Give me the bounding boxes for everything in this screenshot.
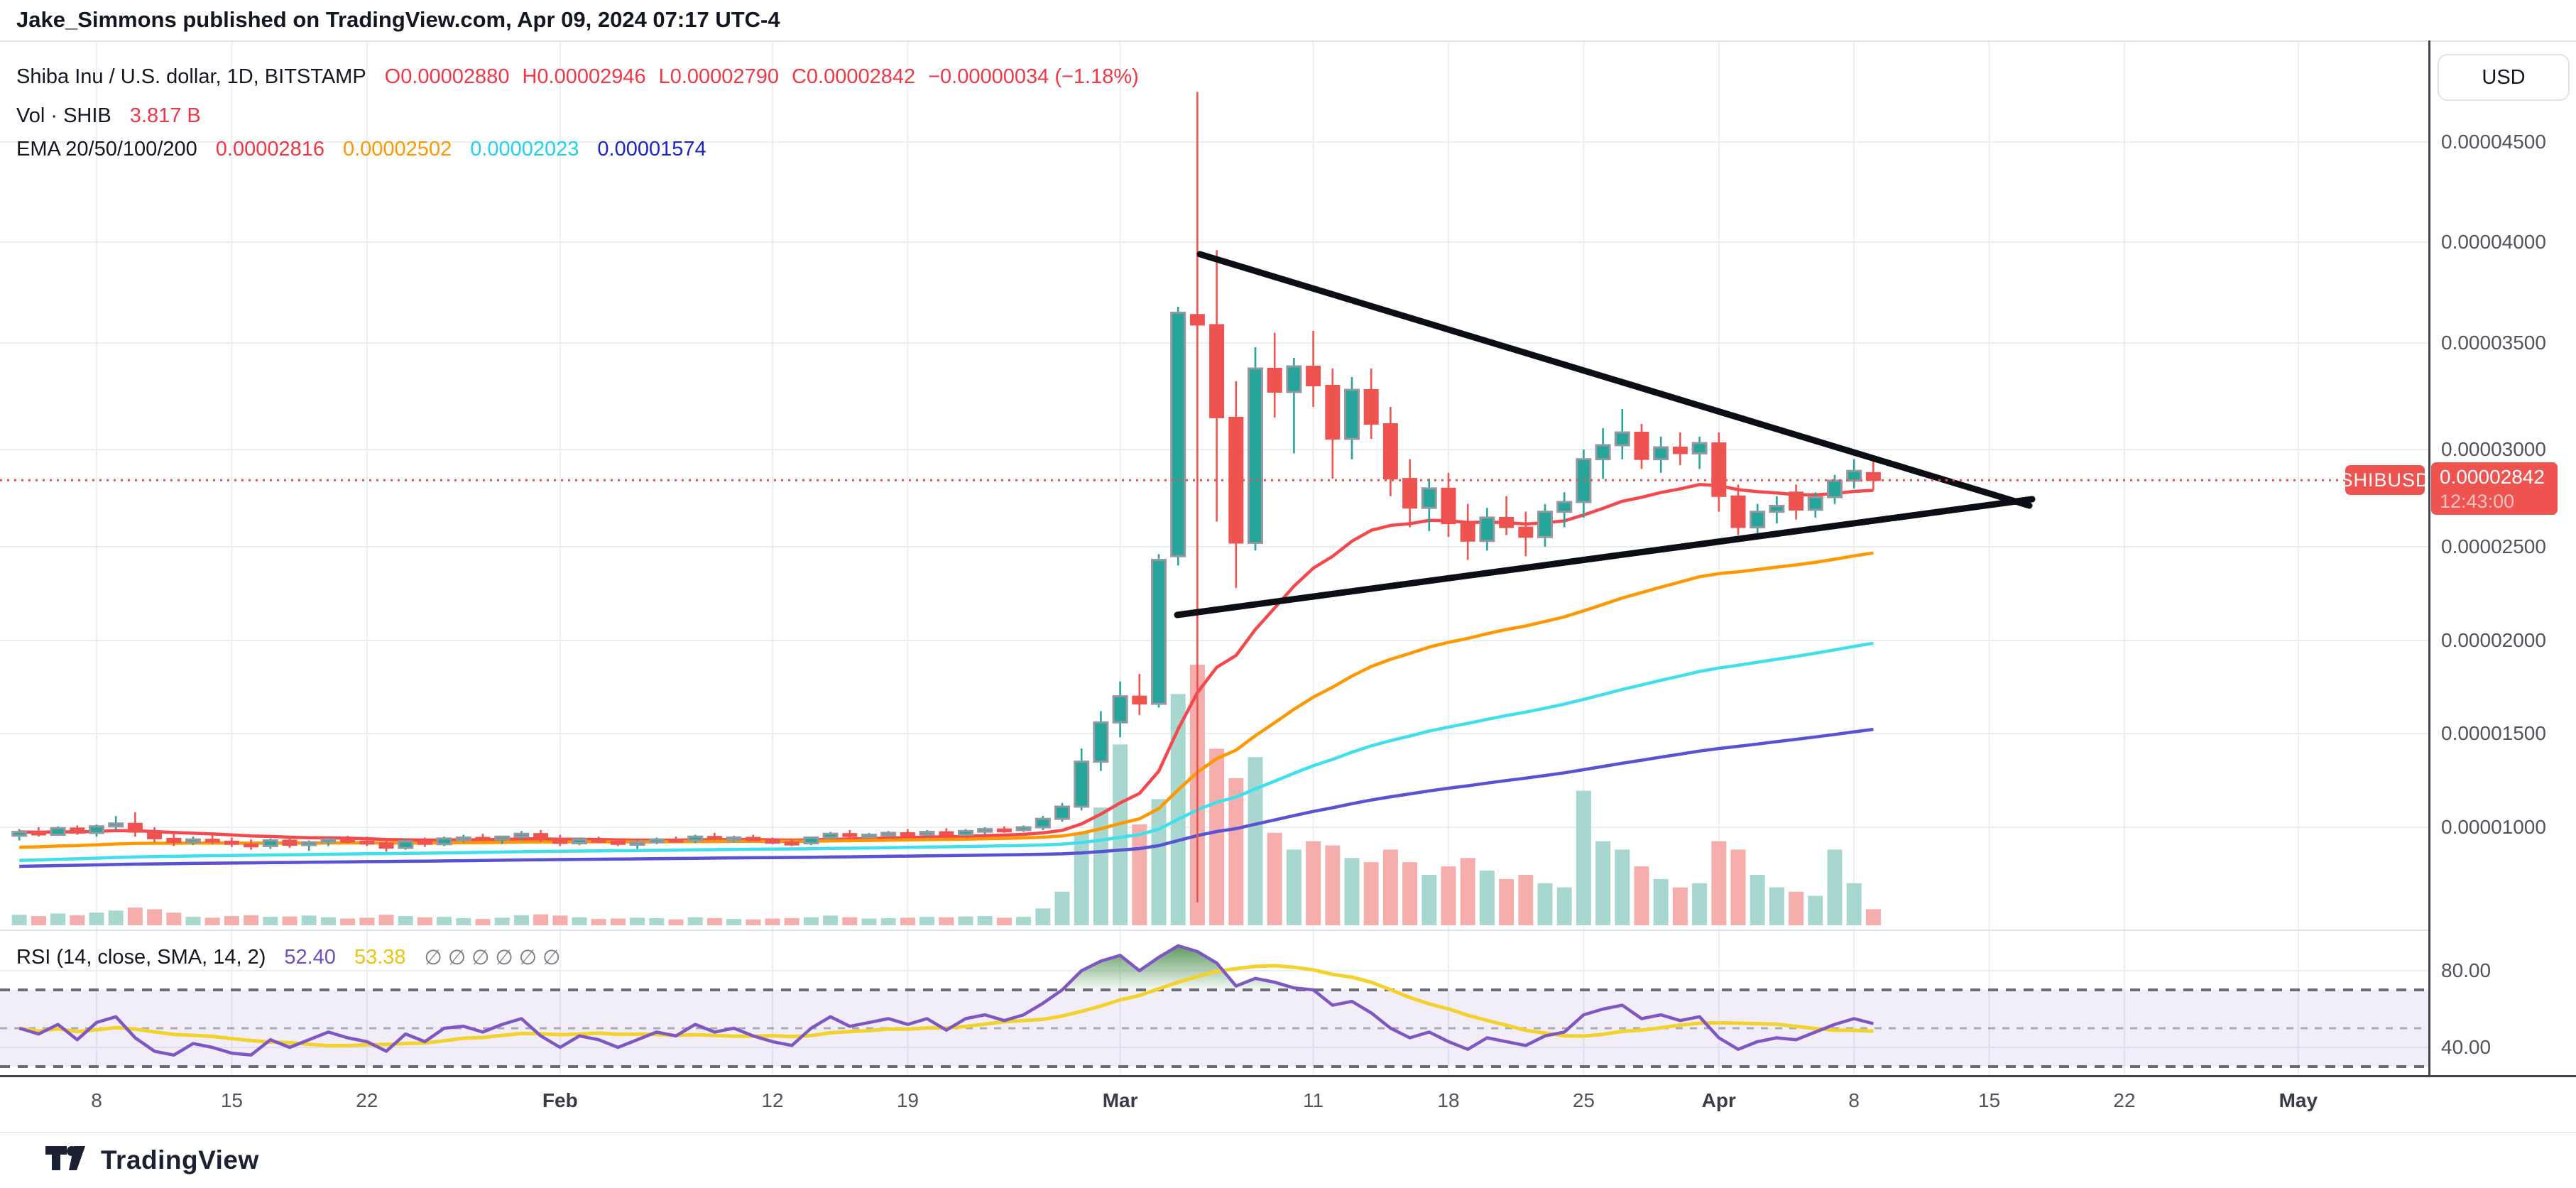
- ema200-value: 0.00001574: [597, 138, 706, 160]
- last-price-badge: 0.00002842 12:43:00: [2431, 462, 2558, 516]
- tradingview-logo[interactable]: TradingView: [45, 1145, 259, 1175]
- ohlc-change: −0.00000034 (−1.18%): [928, 65, 1139, 88]
- timescale-separator: [0, 1075, 2576, 1077]
- last-price-symbol-badge: SHIBUSD: [2340, 465, 2430, 496]
- rsi-empty-slots: ∅ ∅ ∅ ∅ ∅ ∅: [424, 947, 561, 969]
- time-axis-label: Apr: [1701, 1089, 1736, 1111]
- last-price-value: 0.00002842: [2440, 466, 2545, 489]
- time-axis-label: 19: [896, 1089, 919, 1111]
- published-attribution: Jake_Simmons published on TradingView.co…: [16, 7, 780, 32]
- price-axis-label: 0.00002500: [2441, 535, 2546, 557]
- price-axis-label: 0.00004500: [2441, 131, 2546, 153]
- rsi-legend: RSI (14, close, SMA, 14, 2) 52.40 53.38 …: [16, 945, 560, 970]
- price-axis-label: 0.00002000: [2441, 629, 2546, 651]
- rsi-axis-label: 80.00: [2441, 959, 2492, 981]
- volume-legend: Vol · SHIB 3.817 B: [16, 104, 201, 128]
- symbol-legend: Shiba Inu / U.S. dollar, 1D, BITSTAMP O0…: [16, 65, 1139, 89]
- time-axis-label: 22: [356, 1089, 378, 1111]
- price-scale-border: [2428, 40, 2430, 1076]
- time-axis-label: 12: [761, 1089, 784, 1111]
- time-axis-label: Mar: [1102, 1089, 1138, 1111]
- header-divider: [0, 40, 2576, 42]
- time-axis-label: 8: [91, 1089, 102, 1111]
- time-axis-label: 15: [220, 1089, 243, 1111]
- header-bar: Jake_Simmons published on TradingView.co…: [0, 0, 2576, 40]
- rsi-value: 52.40: [284, 946, 336, 969]
- ohlc-high: H0.00002946: [522, 65, 646, 88]
- time-axis-label: May: [2278, 1089, 2318, 1111]
- ema20-value: 0.00002816: [215, 138, 324, 160]
- time-axis-label: 15: [1978, 1089, 2001, 1111]
- rsi-label[interactable]: RSI (14, close, SMA, 14, 2): [16, 946, 266, 969]
- volume-value: 3.817 B: [129, 104, 201, 127]
- ema50-value: 0.00002502: [342, 138, 452, 160]
- time-axis-label: 8: [1848, 1089, 1860, 1111]
- time-axis-label: 22: [2113, 1089, 2136, 1111]
- ema-label[interactable]: EMA 20/50/100/200: [16, 138, 197, 160]
- footer-bar: TradingView: [0, 1133, 2576, 1188]
- bar-countdown: 12:43:00: [2440, 491, 2515, 513]
- price-axis-label: 0.00003000: [2441, 438, 2546, 460]
- rsi-axis-label: 40.00: [2441, 1036, 2492, 1058]
- price-axis-label: 0.00004000: [2441, 231, 2546, 253]
- ema100-value: 0.00002023: [470, 138, 579, 160]
- symbol-title[interactable]: Shiba Inu / U.S. dollar, 1D, BITSTAMP: [16, 65, 366, 88]
- price-axis-label: 0.00001000: [2441, 816, 2546, 838]
- pane-separator[interactable]: [0, 930, 2428, 931]
- time-axis-label: 25: [1572, 1089, 1595, 1111]
- volume-label[interactable]: Vol · SHIB: [16, 104, 111, 127]
- time-axis-label: 11: [1303, 1089, 1324, 1111]
- currency-usd-button[interactable]: USD: [2438, 54, 2570, 101]
- ohlc-low: L0.00002790: [658, 65, 779, 88]
- tradingview-logo-icon: [45, 1146, 85, 1170]
- price-axis-label: 0.00003500: [2441, 332, 2546, 354]
- time-axis-label: 18: [1437, 1089, 1460, 1111]
- rsi-ma-value: 53.38: [354, 946, 406, 969]
- tradingview-logo-text: TradingView: [101, 1145, 259, 1175]
- price-axis-label: 0.00001500: [2441, 722, 2546, 744]
- ohlc-open: O0.00002880: [384, 65, 510, 88]
- ema-legend: EMA 20/50/100/200 0.00002816 0.00002502 …: [16, 138, 706, 161]
- ohlc-close: C0.00002842: [791, 65, 916, 88]
- time-axis-label: Feb: [542, 1089, 578, 1111]
